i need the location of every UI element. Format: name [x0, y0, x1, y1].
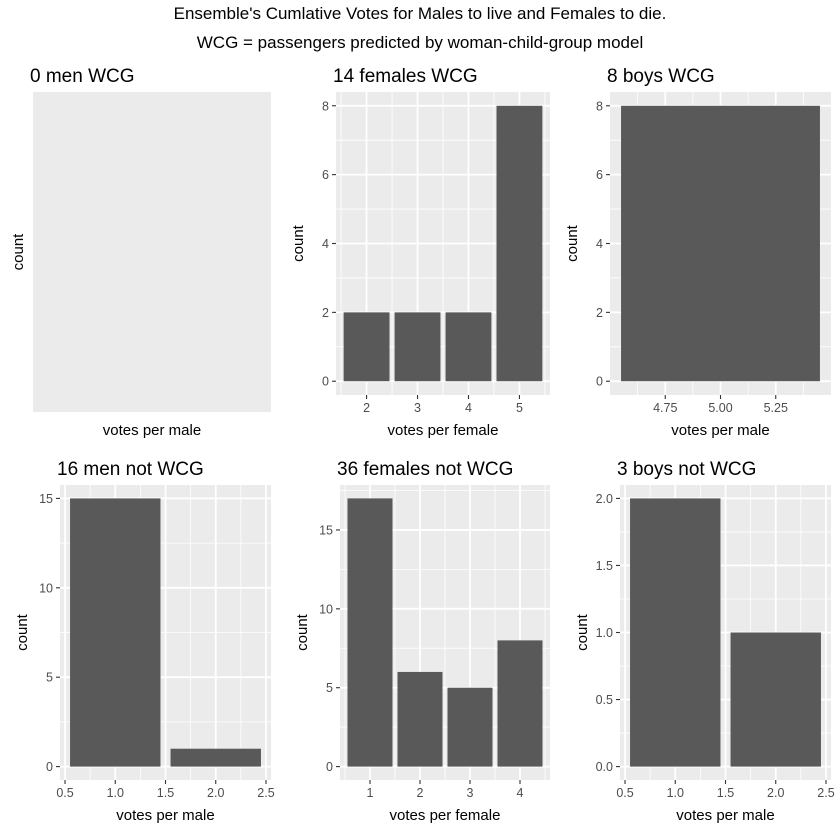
bar: [730, 632, 821, 767]
x-tick-label: 0.5: [616, 786, 633, 800]
y-tick-label: 2: [322, 306, 329, 320]
bar: [630, 498, 721, 767]
x-axis-title: votes per male: [676, 807, 774, 824]
x-axis-title: votes per female: [390, 807, 501, 824]
bar: [397, 671, 443, 767]
x-axis-title: votes per male: [103, 422, 201, 439]
x-tick-label: 0.5: [56, 786, 73, 800]
x-tick-label: 2.5: [817, 786, 834, 800]
panel-title: 14 females WCG: [333, 66, 478, 87]
panel-title: 36 females not WCG: [337, 459, 513, 480]
x-tick-label: 5.00: [708, 401, 732, 415]
bar: [496, 105, 543, 382]
y-tick-label: 15: [319, 523, 333, 537]
y-tick-label: 2: [596, 306, 603, 320]
y-tick-label: 8: [322, 99, 329, 113]
y-tick-label: 15: [39, 492, 53, 506]
x-tick-label: 2.0: [207, 786, 224, 800]
x-axis-title: votes per female: [388, 422, 499, 439]
bar: [343, 312, 390, 382]
x-tick-label: 4: [465, 401, 472, 415]
x-axis-title: votes per male: [671, 422, 769, 439]
panel-title: 0 men WCG: [30, 66, 135, 87]
y-tick-label: 6: [596, 168, 603, 182]
x-tick-label: 4.75: [653, 401, 677, 415]
x-tick-label: 2: [363, 401, 370, 415]
bar: [445, 312, 492, 382]
y-axis-title: count: [564, 224, 581, 262]
x-tick-label: 2.5: [257, 786, 274, 800]
x-tick-label: 1.0: [667, 786, 684, 800]
bar: [170, 748, 261, 767]
y-axis-title: count: [574, 613, 591, 651]
x-tick-label: 1: [367, 786, 374, 800]
panel-title: 16 men not WCG: [57, 459, 204, 480]
y-tick-label: 4: [322, 237, 329, 251]
x-axis-title: votes per male: [116, 807, 214, 824]
y-axis-title: count: [294, 613, 311, 651]
y-tick-label: 0: [322, 375, 329, 389]
x-tick-label: 1.5: [717, 786, 734, 800]
y-tick-label: 6: [322, 168, 329, 182]
x-tick-label: 3: [467, 786, 474, 800]
y-tick-label: 10: [39, 581, 53, 595]
facet-panel-4: 16 men not WCG votes per male count 0.5 1.0 1…: [14, 459, 275, 824]
y-tick-label: 1.5: [596, 559, 613, 573]
panel-title: 3 boys not WCG: [617, 459, 756, 480]
y-tick-label: 0: [46, 760, 53, 774]
facet-panel-2: 14 females WCG votes per female count 2 3 4 5 0…: [290, 66, 550, 439]
panel-background: [33, 92, 271, 412]
y-tick-label: 10: [319, 602, 333, 616]
y-tick-label: 0: [326, 760, 333, 774]
bar: [497, 640, 543, 767]
bar: [70, 498, 161, 767]
x-tick-label: 1.0: [107, 786, 124, 800]
y-tick-label: 1.0: [596, 626, 613, 640]
figure-title: Ensemble's Cumlative Votes for Males to …: [173, 4, 667, 23]
bar: [621, 105, 820, 382]
facet-panel-6: 3 boys not WCG votes per male count 0.5 1.0 1…: [574, 459, 835, 824]
facet-panel-1: 0 men WCG votes per male count: [10, 66, 271, 439]
bar: [347, 498, 393, 767]
panel-title: 8 boys WCG: [607, 66, 715, 87]
y-tick-label: 0.5: [596, 693, 613, 707]
y-tick-label: 5: [326, 681, 333, 695]
y-tick-label: 0.0: [596, 760, 613, 774]
facet-panel-5: 36 females not WCG votes per female count 1…: [294, 459, 550, 824]
y-tick-label: 0: [596, 375, 603, 389]
x-tick-label: 5.25: [764, 401, 788, 415]
figure-subtitle: WCG = passengers predicted by woman-chil…: [196, 33, 644, 52]
y-axis-title: count: [290, 224, 307, 262]
y-axis-title: count: [14, 613, 31, 651]
y-axis-title: count: [10, 233, 27, 271]
facet-panel-3: 8 boys WCG votes per male count 4.75 5.00 5.2…: [564, 66, 831, 439]
y-tick-label: 2.0: [596, 492, 613, 506]
x-tick-label: 4: [517, 786, 524, 800]
x-tick-label: 5: [516, 401, 523, 415]
y-tick-label: 5: [46, 671, 53, 685]
y-tick-label: 4: [596, 237, 603, 251]
bar: [394, 312, 441, 382]
bar: [447, 687, 493, 767]
x-tick-label: 2.0: [767, 786, 784, 800]
x-tick-label: 2: [417, 786, 424, 800]
x-tick-label: 3: [414, 401, 421, 415]
x-tick-label: 1.5: [157, 786, 174, 800]
y-tick-label: 8: [596, 99, 603, 113]
